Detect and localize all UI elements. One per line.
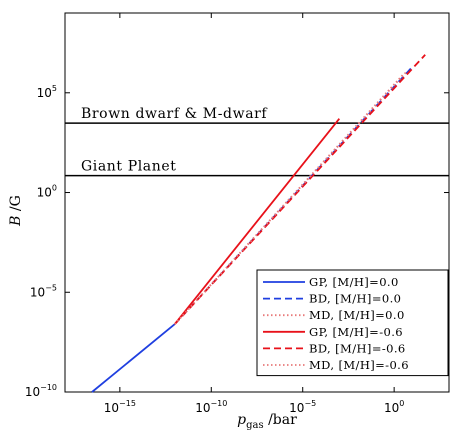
y-tick-label: 10−10 — [25, 383, 57, 399]
legend-label: BD, [M/H]=-0.6 — [309, 341, 406, 355]
x-tick-label: 100 — [384, 399, 404, 415]
x-axis-ticks: 10−15 10−10 10−5 100 — [104, 13, 404, 415]
legend-box — [256, 269, 449, 377]
x-tick-label: 10−15 — [104, 399, 136, 415]
legend-label: MD, [M/H]=-0.6 — [309, 358, 409, 372]
x-tick-label: 10−5 — [289, 399, 316, 415]
series-lines — [91, 54, 426, 393]
legend-label: MD, [M/H]=0.0 — [309, 308, 405, 322]
x-tick-label: 10−10 — [195, 399, 227, 415]
reference-line-label: Giant Planet — [81, 159, 176, 175]
y-axis-ticks: 10−10 10−5 100 105 — [25, 84, 449, 399]
y-axis-label: B /G — [8, 195, 24, 227]
series-line — [174, 70, 408, 325]
series-line — [91, 323, 176, 393]
reference-line-label: Brown dwarf & M-dwarf — [81, 106, 268, 122]
y-tick-label: 10−5 — [30, 283, 57, 299]
x-axis-label: pgas /bar — [237, 412, 297, 431]
y-tick-label: 100 — [37, 184, 57, 200]
series-line — [173, 118, 341, 325]
legend: GP, [M/H]=0.0 BD, [M/H]=0.0 MD, [M/H]=0.0 G… — [256, 269, 449, 377]
reference-lines: Brown dwarf & M-dwarf Giant Planet — [65, 106, 449, 177]
y-tick-label: 105 — [37, 84, 57, 100]
legend-label: GP, [M/H]=0.0 — [309, 275, 399, 289]
legend-label: BD, [M/H]=0.0 — [309, 292, 401, 306]
legend-label: GP, [M/H]=-0.6 — [309, 325, 403, 339]
